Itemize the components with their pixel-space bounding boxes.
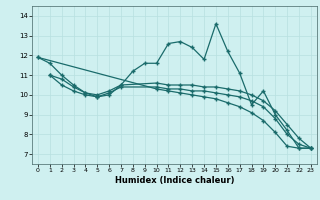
X-axis label: Humidex (Indice chaleur): Humidex (Indice chaleur) [115,176,234,185]
